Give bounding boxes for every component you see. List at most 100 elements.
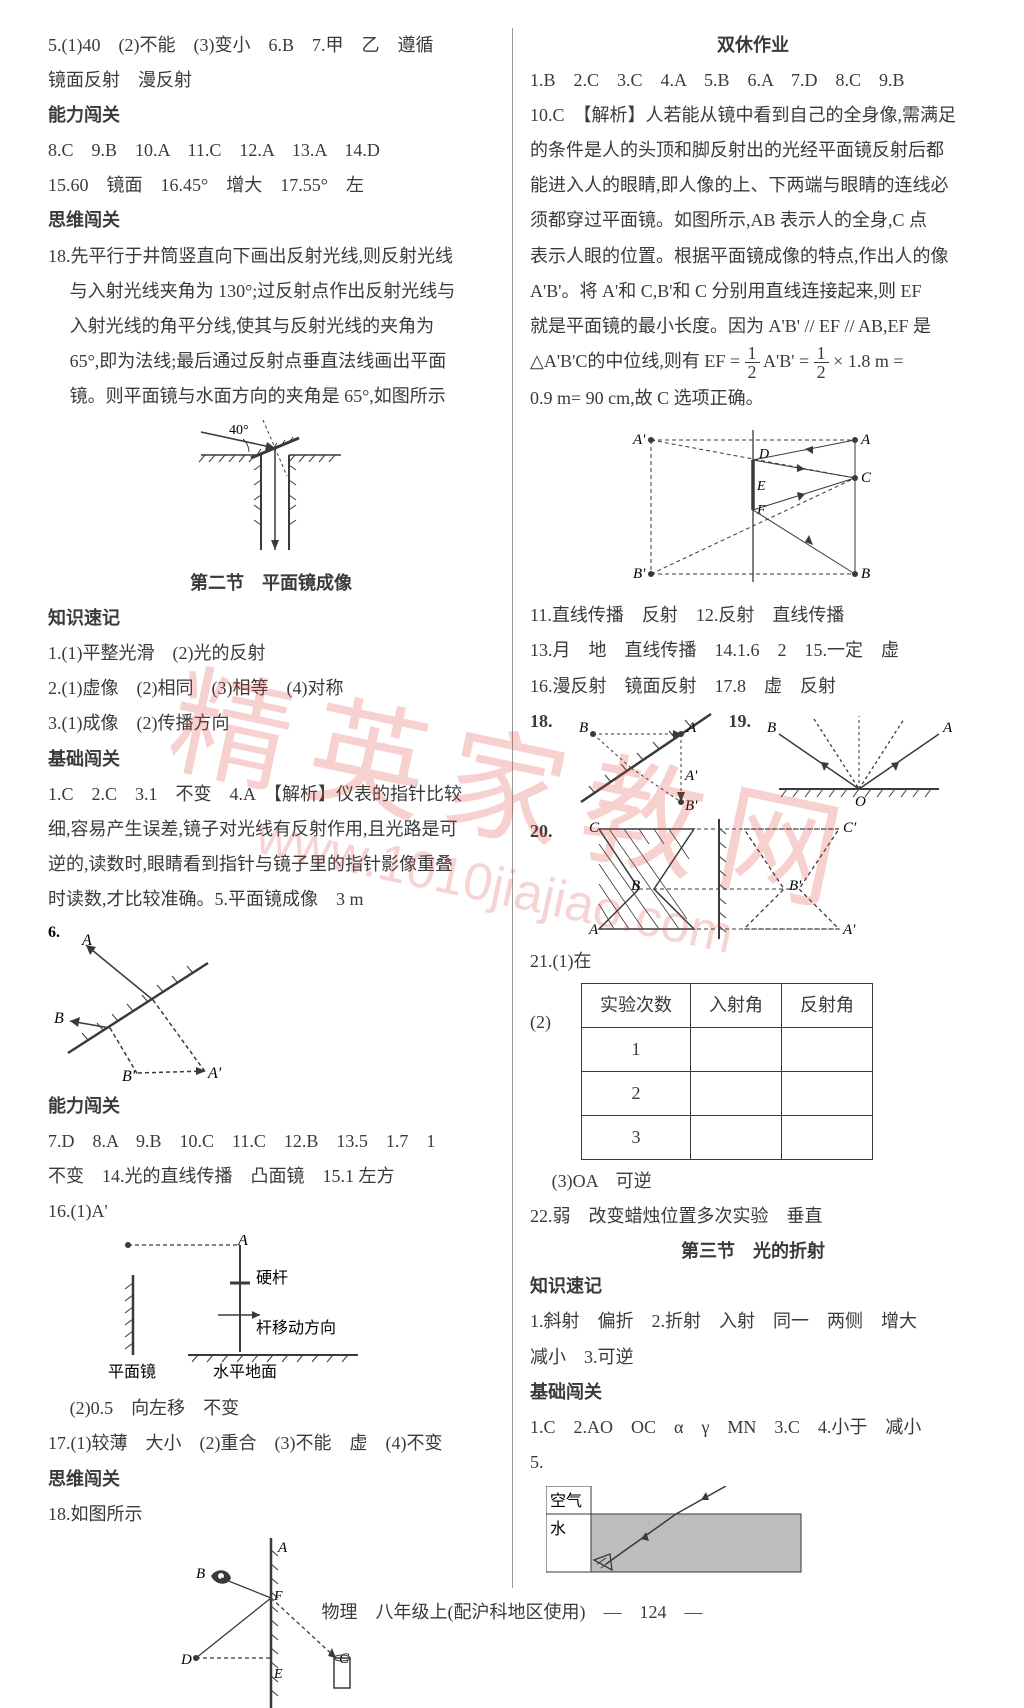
text: 表示人眼的位置。根据平面镜成像的特点,作出人的像 <box>530 239 976 274</box>
text: 不变 14.光的直线传播 凸面镜 15.1 左方 <box>48 1159 494 1194</box>
svg-text:B: B <box>631 878 640 894</box>
svg-text:E: E <box>756 479 766 494</box>
figure-6: 6. A B A' B' <box>48 923 494 1083</box>
text: 镜。则平面镜与水面方向的夹角是 65°,如图所示 <box>48 379 494 414</box>
svg-text:A: A <box>686 720 697 736</box>
label-19: 19. <box>729 704 752 739</box>
heading: 知识速记 <box>48 601 494 636</box>
left-column: 5.(1)40 (2)不能 (3)变小 6.B 7.甲 乙 遵循 镜面反射 漫反… <box>48 28 512 1588</box>
svg-text:O: O <box>855 794 866 810</box>
svg-text:A: A <box>237 1235 248 1249</box>
svg-text:A': A' <box>684 768 698 784</box>
svg-text:硬杆: 硬杆 <box>256 1269 288 1287</box>
svg-text:C: C <box>861 470 872 486</box>
td <box>691 1071 782 1115</box>
text: 16.漫反射 镜面反射 17.8 虚 反射 <box>530 669 976 704</box>
text: 1.C 2.C 3.1 不变 4.A 【解析】仪表的指针比较 <box>48 777 494 812</box>
svg-text:A': A' <box>207 1065 222 1082</box>
right-column: 双休作业 1.B 2.C 3.C 4.A 5.B 6.A 7.D 8.C 9.B… <box>512 28 976 1588</box>
svg-text:杆移动方向: 杆移动方向 <box>256 1319 336 1337</box>
svg-text:F: F <box>756 503 766 518</box>
text: (2)0.5 向左移 不变 <box>48 1391 494 1426</box>
svg-text:C: C <box>339 1651 350 1667</box>
text: 8.C 9.B 10.A 11.C 12.A 13.A 14.D <box>48 133 494 168</box>
svg-text:B': B' <box>122 1068 136 1083</box>
svg-text:E: E <box>273 1667 283 1682</box>
page-columns: 5.(1)40 (2)不能 (3)变小 6.B 7.甲 乙 遵循 镜面反射 漫反… <box>48 28 976 1588</box>
heading: 知识速记 <box>530 1269 976 1304</box>
th: 反射角 <box>782 983 873 1027</box>
text: 0.9 m= 90 cm,故 C 选项正确。 <box>530 381 976 416</box>
text: 65°,即为法线;最后通过反射点垂直法线画出平面 <box>48 344 494 379</box>
heading: 能力闯关 <box>48 1089 494 1124</box>
text: 17.(1)较薄 大小 (2)重合 (3)不能 虚 (4)不变 <box>48 1426 494 1461</box>
text: A'B' = <box>763 351 814 371</box>
svg-text:A: A <box>942 720 953 736</box>
heading: 思维闯关 <box>48 1462 494 1497</box>
heading: 基础闯关 <box>530 1375 976 1410</box>
text: 的条件是人的头顶和脚反射出的光经平面镜反射后都 <box>530 133 976 168</box>
svg-text:D: D <box>180 1652 192 1668</box>
text: 减小 3.可逆 <box>530 1340 976 1375</box>
text: 1.C 2.AO OC α γ MN 3.C 4.小于 减小 <box>530 1410 976 1445</box>
svg-text:A': A' <box>632 432 646 448</box>
text: 就是平面镜的最小长度。因为 A'B' // EF // AB,EF 是 <box>530 309 976 344</box>
svg-text:C': C' <box>843 820 857 836</box>
text: 7.D 8.A 9.B 10.C 11.C 12.B 13.5 1.7 1 <box>48 1124 494 1159</box>
text: 15.60 镜面 16.45° 增大 17.55° 左 <box>48 168 494 203</box>
svg-text:A: A <box>588 922 599 938</box>
td <box>691 1027 782 1071</box>
text: 5.(1)40 (2)不能 (3)变小 6.B 7.甲 乙 遵循 <box>48 28 494 63</box>
section-2-title: 第二节 平面镜成像 <box>48 566 494 601</box>
text: A'B'。将 A'和 C,B'和 C 分别用直线连接起来,则 EF <box>530 274 976 309</box>
text: 细,容易产生误差,镜子对光线有反射作用,且光路是可 <box>48 812 494 847</box>
text: 1.斜射 偏折 2.折射 入射 同一 两侧 增大 <box>530 1304 976 1339</box>
svg-text:B': B' <box>633 566 646 582</box>
svg-text:空气: 空气 <box>550 1492 582 1510</box>
text: 13.月 地 直线传播 14.1.6 2 15.一定 虚 <box>530 633 976 668</box>
text: 时读数,才比较准确。5.平面镜成像 3 m <box>48 882 494 917</box>
td <box>782 1115 873 1159</box>
text: 11.直线传播 反射 12.反射 直线传播 <box>530 598 976 633</box>
svg-text:A': A' <box>842 922 856 938</box>
figure-16: A 硬杆 杆移动方向 平面镜 水平地面 <box>108 1235 494 1385</box>
text: 须都穿过平面镜。如图所示,AB 表示人的全身,C 点 <box>530 203 976 238</box>
fraction-line: △A'B'C的中位线,则有 EF = 1 2 A'B' = 1 2 × 1.8 … <box>530 344 976 381</box>
svg-text:B': B' <box>685 798 698 814</box>
td <box>782 1027 873 1071</box>
text: 22.弱 改变蜡烛位置多次实验 垂直 <box>530 1199 976 1234</box>
th: 实验次数 <box>582 983 691 1027</box>
text: 21.(1)在 <box>530 944 976 979</box>
td <box>782 1071 873 1115</box>
label-18: 18. <box>530 704 553 739</box>
figure-10-right: A' A B' B D E F C <box>530 422 976 592</box>
heading: 基础闯关 <box>48 742 494 777</box>
td <box>691 1115 782 1159</box>
figure-20: 20. C B A C' B' A' <box>530 814 976 944</box>
figure-refraction: 空气 水 <box>546 1486 976 1576</box>
text: 能进入人的眼睛,即人像的上、下两端与眼睛的连线必 <box>530 168 976 203</box>
svg-text:B: B <box>579 720 588 736</box>
heading: 思维闯关 <box>48 203 494 238</box>
text: (3)OA 可逆 <box>530 1164 976 1199</box>
text: 5. <box>530 1445 976 1480</box>
text: 入射光线的角平分线,使其与反射光线的夹角为 <box>48 309 494 344</box>
th: 入射角 <box>691 983 782 1027</box>
section-3-title: 第三节 光的折射 <box>530 1234 976 1269</box>
figure-well-mirror: 40° <box>48 420 494 560</box>
label-20: 20. <box>530 814 553 849</box>
svg-text:B': B' <box>789 878 802 894</box>
text: 1.B 2.C 3.C 4.A 5.B 6.A 7.D 8.C 9.B <box>530 63 976 98</box>
heading: 能力闯关 <box>48 98 494 133</box>
svg-text:6.: 6. <box>48 924 60 941</box>
svg-text:C: C <box>589 820 600 836</box>
text: 与入射光线夹角为 130°;过反射点作出反射光线与 <box>48 274 494 309</box>
svg-text:D: D <box>758 447 769 462</box>
td: 2 <box>582 1071 691 1115</box>
column-divider <box>512 28 513 1588</box>
svg-text:B: B <box>861 566 870 582</box>
text: 2.(1)虚像 (2)相同 (3)相等 (4)对称 <box>48 671 494 706</box>
text: 3.(1)成像 (2)传播方向 <box>48 706 494 741</box>
text: 1.(1)平整光滑 (2)光的反射 <box>48 636 494 671</box>
text: 镜面反射 漫反射 <box>48 63 494 98</box>
